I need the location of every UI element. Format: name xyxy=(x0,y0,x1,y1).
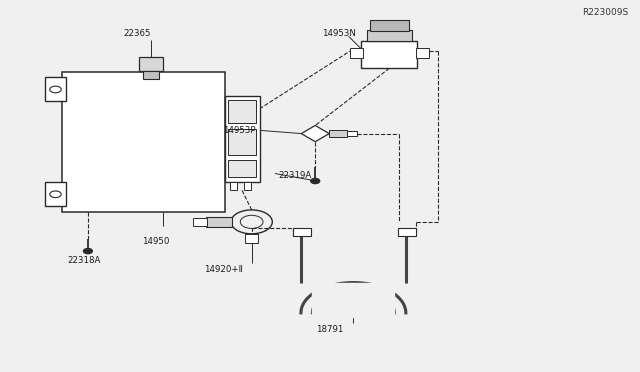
Bar xyxy=(350,48,363,58)
Bar xyxy=(398,228,416,235)
Bar xyxy=(143,71,159,78)
Text: 18791: 18791 xyxy=(316,325,343,334)
Text: 22365: 22365 xyxy=(124,29,151,38)
Bar xyxy=(205,217,232,227)
Bar xyxy=(193,218,207,225)
Bar xyxy=(416,48,429,58)
Bar xyxy=(367,30,412,41)
Text: 14920+Ⅱ: 14920+Ⅱ xyxy=(204,265,243,274)
Bar xyxy=(329,130,347,137)
Bar xyxy=(293,228,311,235)
Bar xyxy=(244,182,252,190)
Bar xyxy=(228,160,257,177)
Bar xyxy=(230,182,237,190)
Text: R223009S: R223009S xyxy=(582,8,628,17)
Bar xyxy=(347,131,356,136)
Text: 14953N: 14953N xyxy=(322,29,356,38)
Polygon shape xyxy=(301,125,329,142)
Bar xyxy=(45,77,66,102)
Text: 22319A: 22319A xyxy=(278,170,312,180)
Bar xyxy=(370,20,409,31)
Bar xyxy=(45,182,66,206)
Bar xyxy=(225,96,260,182)
Bar xyxy=(362,41,417,68)
Bar xyxy=(228,100,257,124)
Text: 14953P: 14953P xyxy=(223,126,255,135)
Circle shape xyxy=(83,248,92,254)
Bar xyxy=(228,129,257,155)
Circle shape xyxy=(311,179,320,184)
Text: 14950: 14950 xyxy=(142,237,170,246)
Bar xyxy=(139,57,163,71)
Bar xyxy=(245,234,258,243)
Bar xyxy=(63,72,225,212)
Text: 22318A: 22318A xyxy=(68,256,101,265)
